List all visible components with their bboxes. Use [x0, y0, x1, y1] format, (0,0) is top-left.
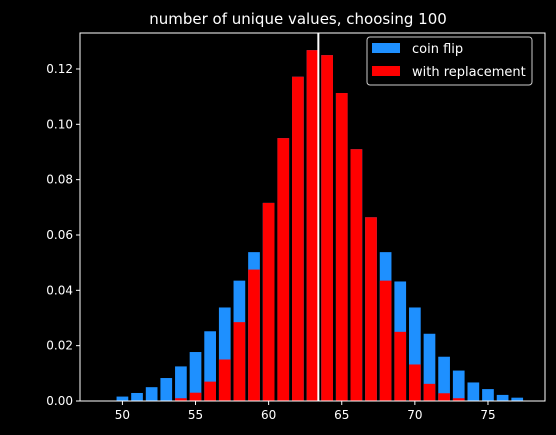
- bar-with-replacement-64: [321, 55, 333, 401]
- bar-coin-flip-75: [482, 389, 494, 401]
- x-tick-label-60: 60: [261, 408, 276, 422]
- legend-box: [366, 36, 533, 86]
- bar-coin-flip-76: [496, 394, 509, 401]
- bar-with-replacement-54: [175, 398, 187, 401]
- bar-with-replacement-70: [409, 364, 421, 401]
- bar-coin-flip-73: [452, 370, 465, 401]
- bar-with-replacement-63: [306, 50, 319, 402]
- y-tick-label-0.04: 0.04: [46, 283, 73, 297]
- bar-with-replacement-61: [277, 138, 290, 401]
- y-tick-label-0.06: 0.06: [46, 228, 73, 242]
- legend-label-coin-flip: coin flip: [412, 42, 463, 57]
- x-axis: 50 55 60 65 70 75: [115, 401, 496, 422]
- chart-title: number of unique values, choosing 100: [149, 10, 447, 28]
- bar-coin-flip-50: [116, 396, 129, 401]
- bar-with-replacement-56: [204, 381, 216, 401]
- bar-coin-flip-52: [145, 387, 158, 401]
- bar-with-replacement-67: [365, 217, 377, 401]
- bar-with-replacement-59: [248, 269, 260, 401]
- legend: coin flip with replacement: [366, 36, 533, 86]
- y-tick-label-0.00: 0.00: [46, 394, 73, 408]
- bars-group: [116, 50, 524, 402]
- bar-coin-flip-57: [218, 307, 231, 401]
- bar-with-replacement-66: [350, 149, 363, 401]
- bar-with-replacement-65: [335, 93, 348, 401]
- x-tick-label-70: 70: [407, 408, 422, 422]
- plot-frame: [79, 32, 546, 402]
- bar-with-replacement-60: [262, 202, 275, 401]
- bar-coin-flip-55: [189, 352, 202, 401]
- legend-swatch-with-replacement: [372, 66, 400, 76]
- bar-coin-flip-56: [204, 331, 216, 401]
- x-tick-label-55: 55: [188, 408, 203, 422]
- bar-coin-flip-51: [131, 392, 143, 401]
- x-tick-label-75: 75: [480, 408, 495, 422]
- y-tick-label-0.10: 0.10: [46, 117, 73, 131]
- bar-coin-flip-77: [511, 397, 524, 401]
- bar-with-replacement-69: [394, 331, 407, 401]
- legend-swatch-coin-flip: [372, 43, 400, 53]
- legend-label-with-replacement: with replacement: [412, 65, 526, 80]
- y-tick-label-0.12: 0.12: [46, 62, 73, 76]
- bar-coin-flip-71: [423, 333, 436, 401]
- x-tick-label-50: 50: [115, 408, 130, 422]
- bar-with-replacement-72: [438, 393, 450, 401]
- bar-with-replacement-55: [189, 392, 202, 401]
- bar-with-replacement-73: [452, 398, 465, 401]
- y-tick-label-0.02: 0.02: [46, 339, 73, 353]
- bar-coin-flip-54: [175, 366, 187, 401]
- bar-with-replacement-58: [233, 322, 246, 401]
- bar-coin-flip-70: [409, 307, 421, 401]
- x-tick-label-65: 65: [334, 408, 349, 422]
- y-axis: 0.00 0.02 0.04 0.06 0.08 0.10 0.12: [46, 62, 80, 408]
- bar-with-replacement-57: [218, 359, 231, 401]
- bar-coin-flip-72: [438, 356, 450, 401]
- bar-coin-flip-74: [467, 382, 480, 401]
- y-tick-label-0.08: 0.08: [46, 173, 73, 187]
- bar-with-replacement-62: [292, 76, 304, 401]
- bar-coin-flip-53: [160, 378, 173, 401]
- bar-with-replacement-68: [379, 280, 392, 401]
- bar-with-replacement-71: [423, 383, 436, 401]
